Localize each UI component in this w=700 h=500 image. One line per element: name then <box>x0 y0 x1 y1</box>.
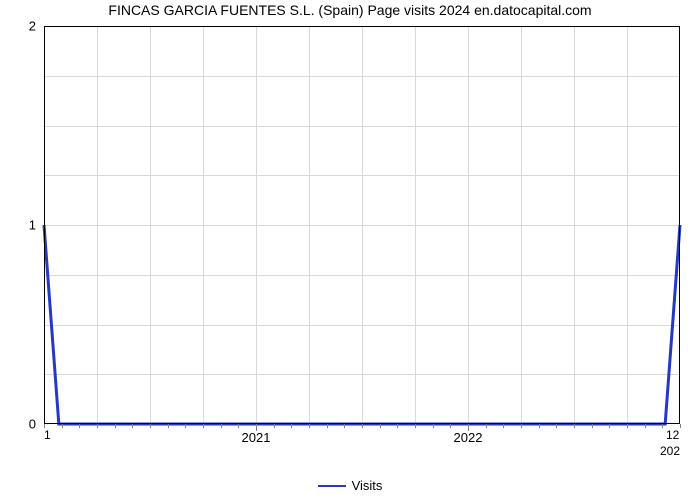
x-minor-tick <box>521 424 522 428</box>
x-minor-tick <box>433 424 434 428</box>
x-minor-tick <box>79 424 80 428</box>
x-minor-tick <box>415 424 416 428</box>
x-minor-tick <box>344 424 345 428</box>
y-tick-label: 1 <box>29 218 36 233</box>
x-minor-tick <box>556 424 557 428</box>
x-minor-tick <box>221 424 222 428</box>
x-minor-tick <box>450 424 451 428</box>
x-minor-tick <box>309 424 310 428</box>
chart-title: FINCAS GARCIA FUENTES S.L. (Spain) Page … <box>0 2 700 18</box>
x-minor-tick <box>132 424 133 428</box>
x-minor-tick <box>486 424 487 428</box>
x-minor-tick <box>256 424 257 428</box>
x-minor-tick <box>97 424 98 428</box>
x-minor-tick <box>592 424 593 428</box>
data-line-layer <box>44 26 680 424</box>
x-corner-right-bottom-label: 202 <box>660 444 680 458</box>
x-minor-tick <box>291 424 292 428</box>
y-tick-label: 2 <box>29 19 36 34</box>
plot-area: 012 20212022112202 <box>44 26 680 424</box>
x-minor-tick <box>62 424 63 428</box>
x-minor-tick <box>468 424 469 428</box>
x-minor-tick <box>627 424 628 428</box>
legend-label: Visits <box>352 478 383 493</box>
x-minor-tick <box>539 424 540 428</box>
x-corner-right-top-label: 12 <box>666 428 679 442</box>
x-minor-tick <box>645 424 646 428</box>
x-minor-tick <box>327 424 328 428</box>
x-corner-left-label: 1 <box>44 428 51 442</box>
legend-swatch <box>318 485 346 487</box>
x-minor-tick <box>203 424 204 428</box>
legend: Visits <box>0 478 700 493</box>
x-minor-tick <box>168 424 169 428</box>
x-minor-tick <box>44 424 45 428</box>
x-minor-tick <box>380 424 381 428</box>
x-minor-tick <box>238 424 239 428</box>
x-minor-tick <box>662 424 663 428</box>
x-minor-tick <box>185 424 186 428</box>
x-minor-tick <box>115 424 116 428</box>
x-minor-tick <box>397 424 398 428</box>
x-minor-tick <box>274 424 275 428</box>
x-tick-major-label: 2021 <box>242 430 271 445</box>
x-minor-tick <box>503 424 504 428</box>
x-minor-tick <box>574 424 575 428</box>
series-line-visits <box>44 225 680 424</box>
x-minor-tick <box>362 424 363 428</box>
x-minor-tick <box>609 424 610 428</box>
x-minor-tick <box>680 424 681 428</box>
y-tick-label: 0 <box>29 417 36 432</box>
x-minor-tick <box>150 424 151 428</box>
x-tick-major-label: 2022 <box>454 430 483 445</box>
